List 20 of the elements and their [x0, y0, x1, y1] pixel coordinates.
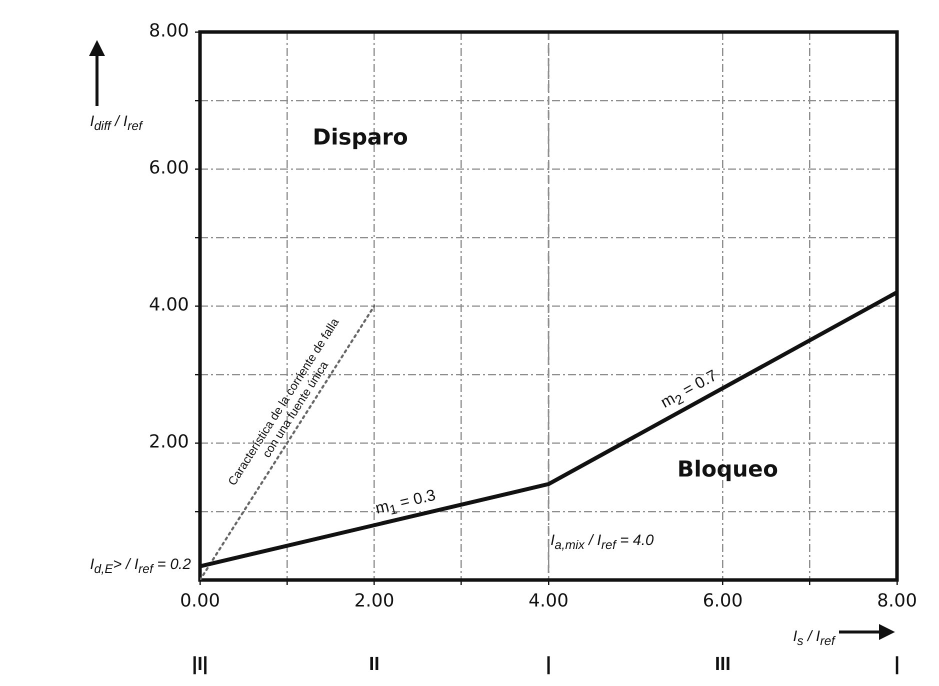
- x-tick-label: 4.00: [528, 590, 569, 612]
- y-tick-label: 8.00: [148, 20, 189, 42]
- text: |I|: [192, 654, 208, 676]
- x-tick-label: 0.00: [180, 590, 220, 612]
- text: |: [546, 654, 552, 676]
- x-tick-label: 2.00: [354, 590, 394, 612]
- y-tick-label: 4.00: [148, 294, 189, 316]
- annotation: I$_{d,E}$> / I$_{ref}$ = 0.2: [90, 556, 191, 576]
- y-tick-label: 6.00: [148, 158, 189, 179]
- y-tick-label: 2.00: [148, 432, 189, 453]
- annotation: Disparo: [312, 125, 408, 150]
- x-axis-title: I$_{s}$ / I$_{ref}$: [793, 628, 835, 648]
- ref-line-label: I$_{a,mix}$ / I$_{ref}$ = 4.0: [550, 532, 654, 552]
- y-axis-title: I$_{diff}$ / I$_{ref}$: [90, 112, 142, 134]
- text: III: [714, 654, 731, 676]
- text: II: [368, 654, 380, 676]
- annotation: Bloqueo: [677, 458, 778, 484]
- x-tick-label: 8.00: [876, 590, 918, 612]
- x-tick-label: 6.00: [702, 590, 743, 612]
- text: |: [894, 654, 900, 676]
